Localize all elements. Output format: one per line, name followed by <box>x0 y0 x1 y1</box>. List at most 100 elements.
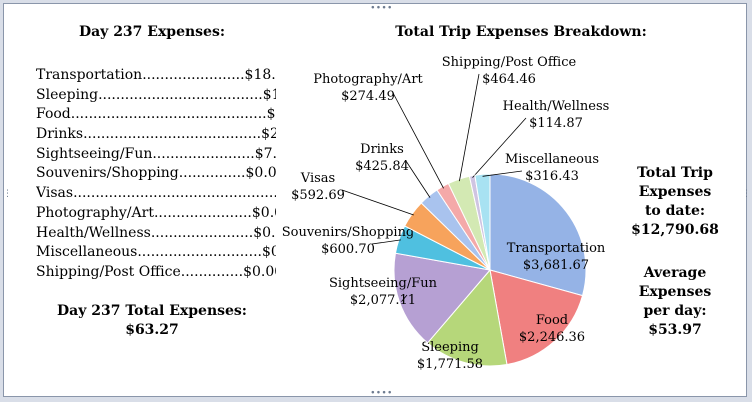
expense-name: Souvenirs/Shopping <box>36 165 179 182</box>
expense-name: Miscellaneous <box>36 244 138 261</box>
day-expenses-list: Transportation.......................$18… <box>36 66 276 283</box>
leader-line <box>458 73 480 182</box>
resize-handle-top[interactable]: ∙∙∙∙ <box>370 3 393 13</box>
slice-value-label: $316.43 <box>525 169 579 184</box>
expense-name: Sightseeing/Fun <box>36 145 153 162</box>
pie-slice-transportation <box>489 173 587 297</box>
day-total: Day 237 Total Expenses: $63.27 <box>22 302 282 340</box>
expense-row: Food....................................… <box>36 105 276 125</box>
leader-line <box>371 239 402 245</box>
day-expenses-title: Day 237 Expenses: <box>78 24 226 40</box>
expense-leader-dots: ...................... <box>153 204 252 221</box>
slice-label: Shipping/Post Office <box>442 55 577 70</box>
slice-value-label: $600.70 <box>321 242 375 257</box>
expense-value: $0.00 <box>251 204 276 221</box>
expense-leader-dots: ....................... <box>150 224 254 241</box>
trip-total-label-3: to date: <box>644 203 706 219</box>
trip-total-value: $12,790.68 <box>631 222 719 238</box>
expense-value: $17.62 <box>262 86 276 103</box>
pie-slice-sightseeing-fun <box>393 252 491 344</box>
expense-leader-dots: ....................... <box>142 67 245 83</box>
expense-row: Shipping/Post Office..............$0.00 <box>36 263 276 283</box>
resize-handle-right[interactable]: ⋮ <box>742 189 751 199</box>
trip-total-label-1: Total Trip <box>637 165 713 181</box>
expense-value: $0.00 <box>261 244 276 261</box>
slice-value-label: $2,077.11 <box>350 293 416 308</box>
expense-name: Shipping/Post Office <box>36 263 181 280</box>
slice-value-label: $2,246.36 <box>519 330 585 345</box>
expense-row: Visas...................................… <box>36 184 276 204</box>
slice-value-label: $274.49 <box>341 89 395 104</box>
slice-label: Sleeping <box>421 340 479 355</box>
expense-row: Health/Wellness.......................$0… <box>36 224 276 244</box>
average-value: $53.97 <box>648 322 702 338</box>
slice-label: Transportation <box>507 241 606 256</box>
leader-line <box>401 294 408 302</box>
average-label-1: Average <box>643 265 707 281</box>
expense-row: Photography/Art......................$0.… <box>36 204 276 224</box>
slice-label: Photography/Art <box>313 72 423 87</box>
expense-leader-dots: ........................................ <box>83 126 262 143</box>
slice-value-label: $1,771.58 <box>417 357 483 372</box>
expense-leader-dots: ............................ <box>137 244 262 261</box>
expense-leader-dots: .............. <box>180 263 244 280</box>
average-label-3: per day: <box>643 303 707 319</box>
expense-row: Transportation.......................$18… <box>36 66 276 86</box>
expense-value: $0.00 <box>245 165 277 182</box>
expense-name: Transportation <box>36 67 143 83</box>
trip-total: Total Trip Expenses to date: $12,790.68 <box>620 164 730 240</box>
slice-label: Miscellaneous <box>505 152 599 167</box>
day-total-value: $63.27 <box>125 322 179 338</box>
expense-row: Sleeping................................… <box>36 86 276 106</box>
slice-label: Souvenirs/Shopping <box>282 225 415 240</box>
expense-name: Photography/Art <box>36 204 154 221</box>
expense-name: Food <box>36 106 71 123</box>
expense-leader-dots: ........................................… <box>70 106 267 123</box>
chart-title: Total Trip Expenses Breakdown: <box>395 24 647 40</box>
expense-value: $2.75 <box>261 126 276 143</box>
chart-frame <box>3 3 747 397</box>
slice-label: Visas <box>300 171 335 186</box>
expense-value: $0.00 <box>243 263 276 280</box>
slice-label: Sightseeing/Fun <box>329 276 438 291</box>
slice-value-label: $464.46 <box>482 72 536 87</box>
trip-total-label-2: Expenses <box>638 184 712 200</box>
pie-slice-food <box>489 269 584 366</box>
expense-name: Sleeping <box>36 86 99 103</box>
expense-name: Visas <box>36 185 74 202</box>
expense-value: $17.46 <box>266 106 276 123</box>
average-label-2: Expenses <box>638 284 712 300</box>
slice-label: Food <box>536 313 568 328</box>
expense-value: $0.00 <box>253 224 276 241</box>
slice-label: Health/Wellness <box>503 99 610 114</box>
expense-value: $7.14 <box>254 145 276 162</box>
average-per-day: Average Expenses per day: $53.97 <box>620 264 730 340</box>
expense-name: Drinks <box>36 126 84 143</box>
slice-value-label: $114.87 <box>529 116 583 131</box>
expense-leader-dots: ....................... <box>152 145 255 162</box>
resize-handle-left[interactable]: ⋮ <box>3 189 12 199</box>
expense-leader-dots: ............... <box>178 165 246 182</box>
expense-value: $18.30 <box>244 67 276 83</box>
pie-slice-miscellaneous <box>474 173 491 271</box>
leader-line <box>482 170 523 177</box>
leader-line <box>472 117 527 178</box>
resize-handle-bottom[interactable]: ∙∙∙∙ <box>370 388 393 398</box>
slice-value-label: $425.84 <box>355 159 409 174</box>
leader-line <box>391 90 444 189</box>
slice-value-label: $592.69 <box>291 188 345 203</box>
expense-row: Sightseeing/Fun.......................$7… <box>36 145 276 165</box>
leader-line <box>405 160 431 198</box>
expense-leader-dots: ..................................... <box>98 86 263 103</box>
expense-leader-dots: ........................................… <box>73 185 276 202</box>
leader-line <box>341 189 414 216</box>
expense-row: Miscellaneous...........................… <box>36 243 276 263</box>
slice-label: Drinks <box>360 142 404 157</box>
day-total-label: Day 237 Total Expenses: <box>57 303 247 319</box>
slice-value-label: $3,681.67 <box>523 258 589 273</box>
expense-row: Drinks..................................… <box>36 125 276 145</box>
pie-slice-sleeping <box>426 268 508 367</box>
expense-name: Health/Wellness <box>36 224 151 241</box>
expense-row: Souvenirs/Shopping...............$0.00 <box>36 164 276 184</box>
